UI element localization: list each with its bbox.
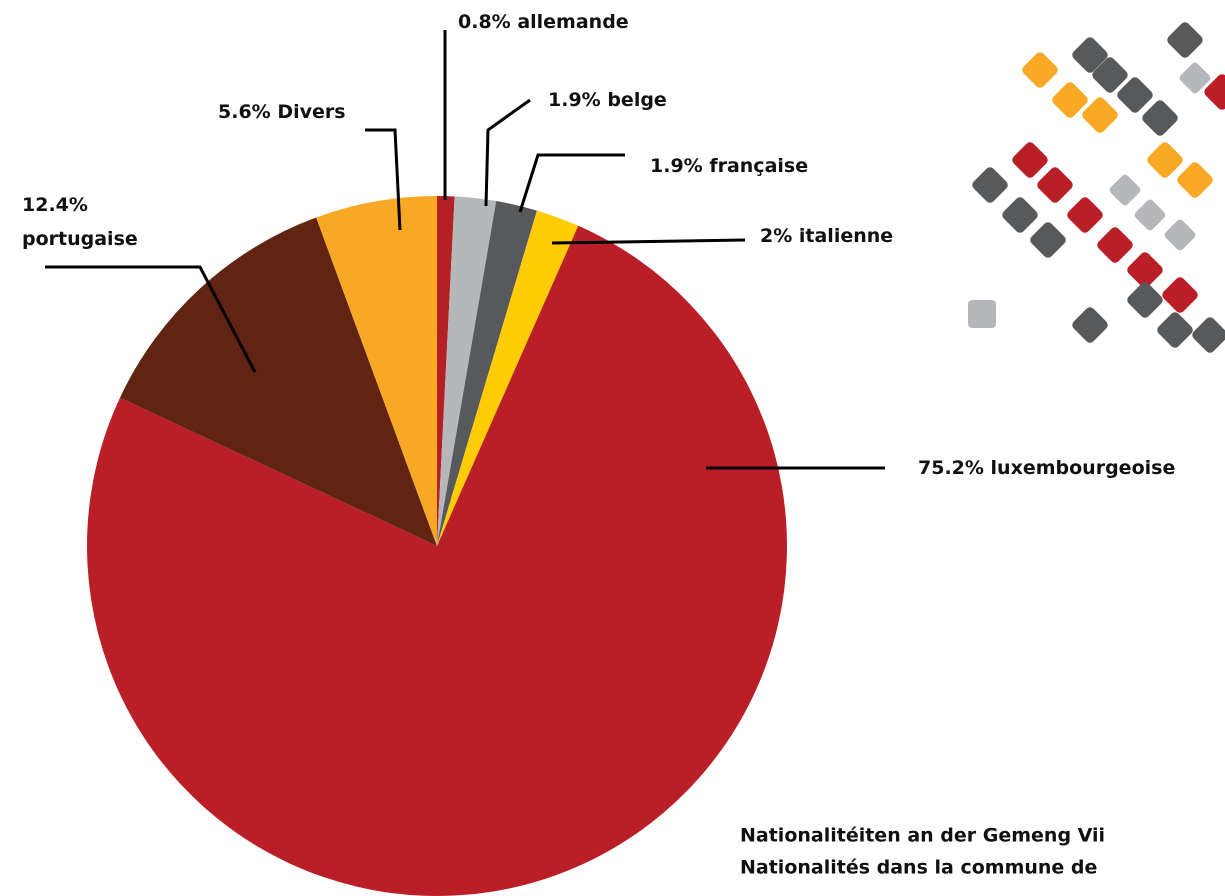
category-label: italienne <box>799 225 893 247</box>
category-label: allemande <box>517 11 628 33</box>
slice-label: 5.6% Divers <box>218 101 346 123</box>
spacer <box>984 457 991 479</box>
subtitle: Nationalités dans la commune de <box>740 857 1097 879</box>
slice-label: 75.2% luxembourgeoise <box>918 457 1175 479</box>
subtitle: Nationalitéiten an der Gemeng Vii <box>740 825 1105 847</box>
value-label: 75.2% <box>918 457 984 479</box>
slice-label: 1.9% belge <box>548 89 667 111</box>
page: {"chart_data": {"type": "pie", "categori… <box>0 0 1225 896</box>
slice-label: 0.8% allemande <box>458 11 629 33</box>
category-label: belge <box>607 89 667 111</box>
value-label: 1.9% <box>650 155 703 177</box>
category-label: française <box>709 155 808 177</box>
value-label: 0.8% <box>458 11 511 33</box>
spacer <box>792 225 799 247</box>
value-label: 5.6% <box>218 101 271 123</box>
slice-label: 2% italienne <box>760 225 893 247</box>
category-label: portugaise <box>22 228 138 250</box>
value-label: 12.4% <box>22 194 88 216</box>
decoration <box>968 20 1225 355</box>
category-label: luxembourgeoise <box>991 457 1176 479</box>
spacer <box>703 155 710 177</box>
spacer <box>511 11 518 33</box>
slice-label: 12.4% portugaise <box>22 194 138 250</box>
chart: Nationalitéiten an der Gemeng Vii Nation… <box>0 0 1225 896</box>
slice-label: 1.9% française <box>650 155 808 177</box>
value-label: 1.9% <box>548 89 601 111</box>
spacer <box>601 89 608 111</box>
spacer <box>271 101 278 123</box>
category-label: Divers <box>277 101 345 123</box>
pie <box>87 196 787 896</box>
value-label: 2% <box>760 225 792 247</box>
